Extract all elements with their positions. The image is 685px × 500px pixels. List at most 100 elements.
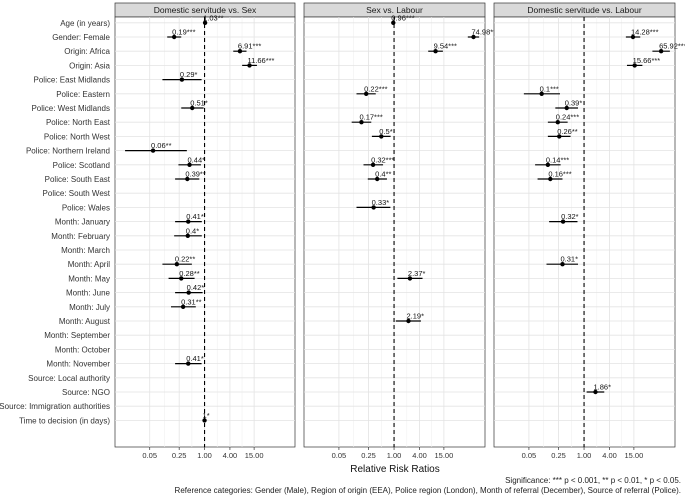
row-label-month-march: Month: March [61,246,110,255]
panel-1-point-month-november [186,361,191,366]
panel-3-x-tick-label: 1.00 [577,451,592,460]
panel-1-label-police-west-midlands: 0.51* [190,99,208,108]
panel-3-point-month-april [560,262,565,267]
row-label-age-in-years: Age (in years) [60,19,110,28]
panel-3-x-tick-label: 0.25 [551,451,566,460]
panel-1-point-month-february [185,233,190,238]
row-label-source-ngo: Source: NGO [62,388,110,397]
row-label-time-to-decision-in-days: Time to decision (in days) [19,416,110,425]
panel-3-point-police-south-east [548,176,553,182]
panel-1-point-gender-female [171,34,177,40]
row-label-month-november: Month: November [46,360,110,369]
panel-3-label-police-scotland: 0.14*** [546,155,569,164]
panel-1-point-month-april [174,262,180,267]
panel-3-x-tick-label: 15.00 [625,451,644,460]
panel-3-point-police-north-west [557,134,562,139]
panel-1-x-tick-label: 0.05 [142,451,157,460]
panel-2-point-origin-africa [433,49,438,54]
panel-3-label-source-ngo: 1.86* [593,383,611,392]
panel-2-point-month-august [406,318,411,324]
panel-1-label-month-june: 0.42* [187,283,205,292]
panel-2-label-police-scotland: 0.32*** [371,155,394,164]
panel-1-label-origin-asia: 11.66*** [248,56,275,65]
panel-2-point-police-eastern [363,91,369,97]
panel-2-point-police-north-east [359,120,364,125]
panel-1-label-gender-female: 0.19*** [172,28,195,37]
panel-3-label-origin-africa: 65.92*** [659,42,685,51]
row-label-month-may: Month: May [68,274,110,283]
x-axis-title: Relative Risk Ratios [350,464,439,475]
panel-1-label-police-northern-ireland: 0.06** [151,141,172,150]
row-label-gender-female: Gender: Female [52,33,110,42]
panel-1-point-police-scotland [187,162,192,167]
panel-1-label-month-february: 0.4* [186,226,199,235]
panel-2-point-police-south-east [374,176,380,182]
panel-2-label-police-eastern: 0.22*** [364,84,387,93]
row-label-police-east-midlands: Police: East Midlands [34,76,110,85]
row-label-police-south-west: Police: South West [43,189,111,198]
row-label-police-northern-ireland: Police: Northern Ireland [26,147,110,156]
row-label-month-february: Month: February [51,232,110,241]
panel-1-point-origin-asia [247,63,252,68]
row-label-month-june: Month: June [66,289,111,298]
panel-2-label-month-may: 2.37* [408,269,426,278]
panel-1-point-origin-africa [237,49,243,54]
row-label-origin-africa: Origin: Africa [64,47,110,56]
panel-2-label-police-wales: 0.33* [372,198,390,207]
row-label-police-south-east: Police: South East [45,175,111,184]
row-label-month-july: Month: July [69,303,110,312]
panel-1-label-month-april: 0.22** [175,255,196,264]
panel-3-point-police-north-east [555,120,560,125]
panel-2-point-month-may [407,276,413,281]
panel-3-label-police-west-midlands: 0.39* [565,99,583,108]
row-label-police-scotland: Police: Scotland [53,161,110,170]
panel-1-x-tick-label: 4.00 [223,451,238,460]
panel-3-point-source-ngo [593,389,598,395]
panel-1-point-police-south-east [185,176,190,182]
panel-3-point-police-west-midlands [564,105,569,111]
panel-2-x-tick-label: 0.25 [361,451,376,460]
panel-3-point-gender-female [630,34,636,40]
reference-categories-note: Reference categories: Gender (Male), Reg… [174,486,681,495]
panel-3-label-origin-asia: 15.66*** [633,56,661,65]
panel-3-point-police-eastern [539,91,544,97]
panel-3-point-police-scotland [545,162,551,167]
panel-3-point-month-january [560,219,566,224]
row-label-origin-asia: Origin: Asia [69,61,110,70]
panel-3-label-police-south-east: 0.16*** [548,170,571,179]
panel-1-point-month-may [179,276,184,281]
panel-1-label-police-south-east: 0.39** [185,170,206,179]
panel-2-x-tick-label: 1.00 [387,451,402,460]
panel-2-label-police-north-west: 0.5* [379,127,392,136]
panel-1-label-time-to-decision-in-days: 1* [203,411,210,420]
panel-2-label-gender-female: 74.98** [472,28,497,37]
panel-2-label-month-august: 2.19* [406,312,424,321]
panel-1-x-tick-label: 1.00 [197,451,212,460]
panel-1-label-police-scotland: 0.44* [188,155,206,164]
panel-1-x-tick-label: 15.00 [245,451,264,460]
panel-1-label-month-november: 0.41* [186,354,204,363]
panel-3-point-origin-africa [658,49,664,54]
panel-1-point-age-in-years [202,20,208,25]
panel-1-label-origin-africa: 6.91*** [238,42,261,51]
panel-2-x-tick-label: 15.00 [435,451,454,460]
panel-2-point-age-in-years [391,20,396,25]
panel-1-point-police-northern-ireland [150,148,156,153]
row-label-police-north-east: Police: North East [46,118,111,127]
panel-3-label-police-north-east: 0.24*** [556,113,579,122]
row-label-police-eastern: Police: Eastern [56,90,110,99]
panel-2-title: Sex vs. Labour [366,5,423,15]
significance-note: Significance: *** p < 0.001, ** p < 0.01… [505,476,681,485]
panel-3-label-month-january: 0.32* [561,212,579,221]
row-label-month-august: Month: August [59,317,111,326]
panel-3-x-tick-label: 0.05 [522,451,537,460]
row-label-police-north-west: Police: North West [44,132,111,141]
panel-1-point-police-east-midlands [179,77,185,82]
panel-1-title: Domestic servitude vs. Sex [154,5,257,15]
panel-3-label-month-april: 0.31* [560,255,578,264]
panel-3-title: Domestic servitude vs. Labour [527,5,641,15]
panel-1-point-police-west-midlands [190,105,195,111]
row-label-month-april: Month: April [68,260,110,269]
panel-1-point-month-january [186,219,191,224]
